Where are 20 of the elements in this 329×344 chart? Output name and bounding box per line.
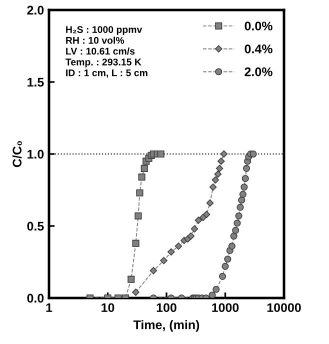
x-tick-label: 100 bbox=[156, 303, 176, 312]
annotation: LV : 10.61 cm/s bbox=[66, 47, 135, 55]
legend-label: 0.0% bbox=[244, 22, 272, 30]
y-tick-label: 1.5 bbox=[28, 78, 44, 87]
x-tick-label: 1 bbox=[46, 303, 52, 312]
y-tick-label: 0.5 bbox=[27, 222, 44, 231]
annotation: Temp. : 293.15 K bbox=[66, 58, 142, 68]
x-tick-label: 10 bbox=[102, 303, 114, 312]
legend-label: 0.4% bbox=[244, 44, 272, 54]
x-axis-title: Time, (min) bbox=[133, 320, 200, 332]
x-tick-label: 10000 bbox=[267, 303, 301, 312]
x-tick-label: 1000 bbox=[212, 303, 239, 312]
y-tick-label: 2.0 bbox=[27, 6, 44, 15]
y-tick-label: 0.0 bbox=[27, 294, 44, 303]
y-tick-label: 1.0 bbox=[28, 150, 44, 159]
annotation: H₂S : 1000 ppmv bbox=[66, 26, 142, 35]
y-axis-title: C/C₀ bbox=[12, 141, 22, 168]
legend-label: 2.0% bbox=[244, 67, 272, 76]
annotation: RH : 10 vol% bbox=[66, 36, 124, 44]
annotation: ID : 1 cm, L : 5 cm bbox=[66, 69, 148, 78]
